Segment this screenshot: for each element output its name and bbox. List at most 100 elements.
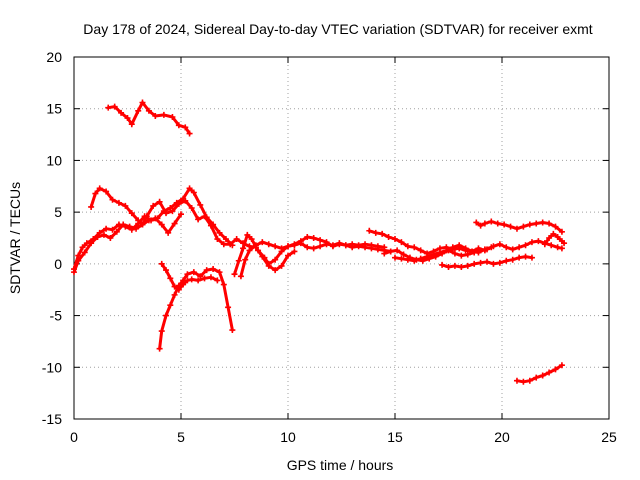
data-point <box>220 281 227 288</box>
data-series <box>71 99 568 385</box>
data-point <box>552 366 559 373</box>
data-point <box>207 222 214 229</box>
data-point <box>509 246 516 253</box>
data-point <box>285 243 291 250</box>
data-point <box>503 257 510 264</box>
data-point <box>252 242 259 249</box>
data-point <box>145 107 152 114</box>
series-line <box>158 267 234 351</box>
data-point <box>552 223 559 230</box>
data-point <box>475 249 482 256</box>
data-point <box>342 242 349 249</box>
data-point <box>128 210 135 217</box>
data-point <box>201 275 208 282</box>
data-point <box>186 185 193 192</box>
data-point <box>278 245 285 252</box>
data-point <box>528 239 535 246</box>
series-line <box>393 243 493 263</box>
data-point <box>304 233 311 240</box>
data-point <box>546 220 553 227</box>
data-point <box>197 201 204 208</box>
x-axis-label: GPS time / hours <box>287 457 394 473</box>
data-point <box>548 242 555 249</box>
data-point <box>214 236 221 243</box>
data-point <box>304 244 311 251</box>
data-point <box>291 248 298 255</box>
series-arc-e <box>156 266 236 352</box>
data-point <box>417 247 424 254</box>
data-point <box>75 257 82 264</box>
data-point <box>381 250 388 257</box>
data-point <box>195 277 202 284</box>
data-point <box>272 256 279 263</box>
data-point <box>336 240 343 247</box>
data-point <box>535 238 542 245</box>
data-point <box>481 246 488 253</box>
data-point <box>317 237 324 244</box>
data-point <box>92 190 99 197</box>
data-point <box>558 228 565 235</box>
data-point <box>227 241 234 248</box>
data-point <box>481 220 488 227</box>
data-point <box>75 252 82 259</box>
data-point <box>220 241 227 248</box>
data-point <box>509 256 516 263</box>
data-point <box>387 248 394 255</box>
data-point <box>520 378 527 385</box>
data-point <box>310 235 317 241</box>
data-point <box>449 244 456 251</box>
data-point <box>456 242 463 249</box>
data-point <box>107 235 114 241</box>
data-point <box>261 254 268 261</box>
data-point <box>201 213 208 220</box>
data-point <box>210 266 217 273</box>
data-point <box>285 252 291 259</box>
data-point <box>469 248 476 255</box>
data-point <box>398 255 405 262</box>
data-point <box>259 239 266 246</box>
data-point <box>439 261 446 268</box>
data-point <box>265 241 272 248</box>
data-point <box>96 185 103 192</box>
data-point <box>477 259 484 266</box>
series-arc-n <box>541 230 568 248</box>
data-point <box>233 236 240 243</box>
data-point <box>473 219 480 226</box>
data-point <box>516 254 523 261</box>
data-point <box>182 197 189 204</box>
data-point <box>246 247 253 254</box>
grid-lines <box>74 57 609 419</box>
data-point <box>520 223 527 230</box>
y-tick-label: 0 <box>54 256 62 272</box>
data-point <box>272 267 279 274</box>
data-point <box>225 304 232 311</box>
data-point <box>88 203 95 210</box>
data-point <box>139 99 146 106</box>
data-point <box>558 245 565 252</box>
data-point <box>118 109 125 116</box>
data-point <box>297 240 304 247</box>
data-point <box>175 200 182 207</box>
data-point <box>488 218 495 225</box>
data-point <box>310 245 317 252</box>
data-point <box>184 271 191 278</box>
y-axis-label: SDTVAR / TECUs <box>7 182 23 294</box>
data-point <box>513 377 520 384</box>
data-point <box>79 244 86 251</box>
data-point <box>240 245 247 252</box>
data-point <box>152 112 159 119</box>
data-point <box>169 208 176 215</box>
series-arc-o <box>513 362 565 385</box>
y-tick-label: -5 <box>50 308 63 324</box>
data-point <box>490 260 497 267</box>
y-tick-label: 20 <box>46 49 62 65</box>
data-point <box>458 252 465 259</box>
data-point <box>522 253 529 260</box>
data-point <box>216 269 223 276</box>
data-point <box>188 276 195 283</box>
data-point <box>167 302 174 309</box>
data-point <box>244 231 251 238</box>
data-point <box>539 219 546 226</box>
data-point <box>167 205 174 212</box>
